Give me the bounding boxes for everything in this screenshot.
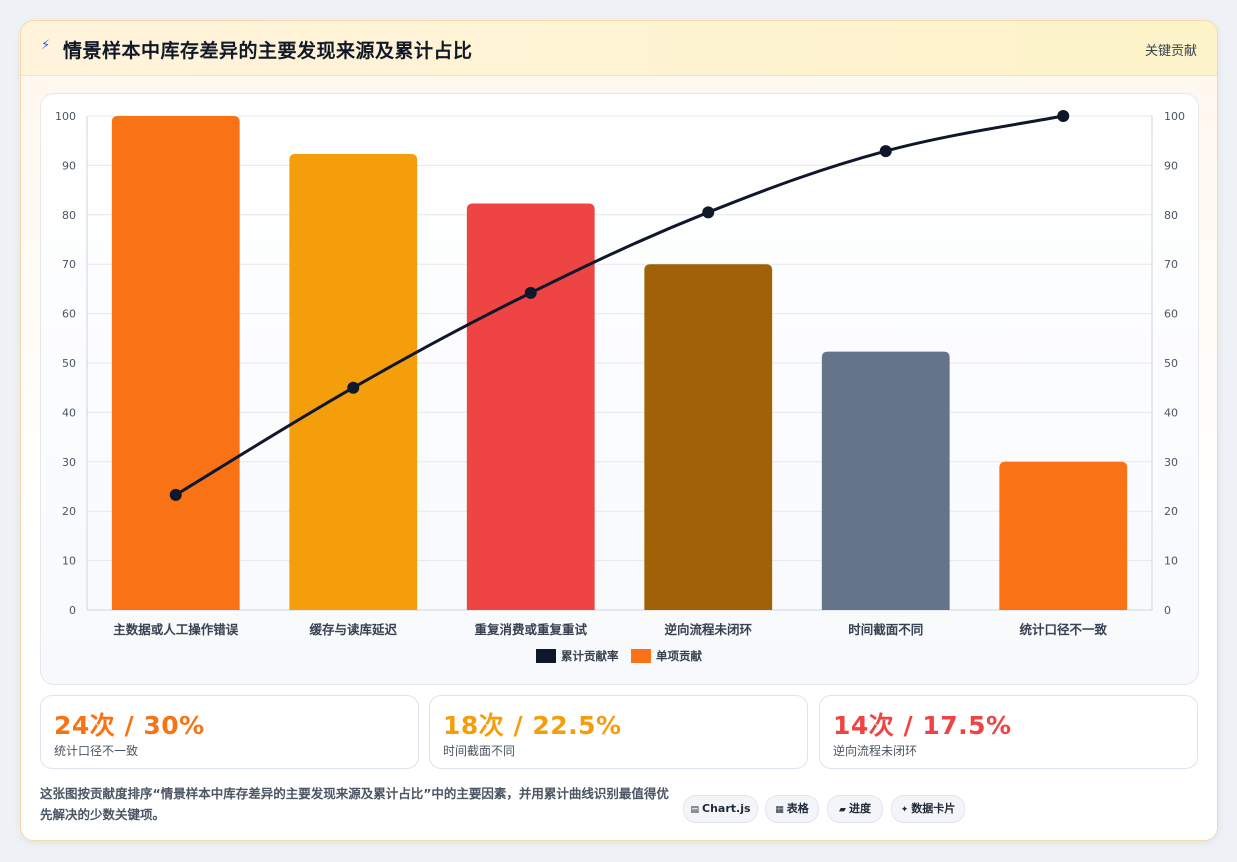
bar: [999, 461, 1128, 610]
y2-tick-label: 100: [1164, 110, 1185, 123]
stat-value: 18次 / 22.5%: [443, 711, 622, 740]
y2-tick-label: 50: [1164, 357, 1178, 370]
cumulative-point: [169, 488, 182, 501]
progress-icon: ▰: [839, 805, 846, 815]
y-tick-label: 90: [62, 159, 76, 172]
bar: [111, 116, 240, 610]
chart-icon: ▤: [690, 805, 699, 815]
cumulative-point: [879, 145, 892, 158]
stat-card-1: 24次 / 30% 统计口径不一致: [40, 695, 419, 769]
legend-label-line: 累计贡献率: [561, 649, 619, 663]
lightning-icon: ⚡: [41, 38, 51, 53]
bar: [644, 264, 773, 610]
y-tick-label: 80: [62, 209, 76, 222]
chart-description: 这张图按贡献度排序“情景样本中库存差异的主要发现来源及累计占比”中的主要因素，并…: [40, 786, 669, 822]
bar: [821, 351, 950, 610]
stat-card-3: 14次 / 17.5% 逆向流程未闭环: [819, 695, 1198, 769]
cumulative-line: [174, 114, 1064, 497]
cumulative-point: [347, 381, 360, 394]
legend-swatch-line: [536, 649, 556, 663]
pareto-chart: 0 0 10 10 20 20 30 30 40 40 50 50 60 60 70 70 80 80 90 90 10…: [55, 110, 1185, 663]
stat-value: 24次 / 30%: [54, 711, 205, 740]
y-tick-label: 0: [69, 604, 76, 617]
cumulative-point: [702, 206, 715, 219]
legend-swatch-bar: [631, 649, 651, 663]
pill-progress[interactable]: ▰ 进度: [827, 795, 883, 823]
stat-value: 14次 / 17.5%: [833, 711, 1012, 740]
sparkle-icon: ✦: [900, 805, 909, 815]
cumulative-point: [1057, 110, 1070, 122]
stat-label: 逆向流程未闭环: [833, 744, 918, 758]
y-tick-label: 30: [62, 456, 76, 469]
x-tick-label: 时间截面不同: [848, 622, 923, 637]
pill-label: Chart.js: [702, 802, 751, 815]
y2-tick-label: 40: [1164, 406, 1178, 419]
page-title: 情景样本中库存差异的主要发现来源及累计占比: [63, 40, 473, 62]
stat-label: 时间截面不同: [443, 744, 516, 758]
bar: [466, 203, 595, 611]
y-tick-label: 40: [62, 406, 76, 419]
x-tick-label: 逆向流程未闭环: [664, 622, 752, 637]
chart-container: 0 0 10 10 20 20 30 30 40 40 50 50 60 60 70 70 80 80 90 90 10…: [40, 93, 1199, 685]
y2-tick-label: 10: [1164, 555, 1178, 568]
y2-tick-label: 30: [1164, 456, 1178, 469]
cumulative-point: [524, 286, 537, 299]
y2-tick-label: 20: [1164, 505, 1178, 518]
pill-chartjs[interactable]: ▤ Chart.js: [683, 795, 758, 823]
y-tick-label: 10: [62, 555, 76, 568]
pill-data-card[interactable]: ✦ 数据卡片: [891, 795, 965, 823]
pill-label: 表格: [786, 802, 809, 815]
stat-card-2: 18次 / 22.5% 时间截面不同: [429, 695, 808, 769]
card-header: ⚡ 情景样本中库存差异的主要发现来源及累计占比 关键贡献: [21, 21, 1217, 76]
y2-tick-label: 90: [1164, 159, 1178, 172]
x-tick-label: 重复消费或重复重试: [474, 622, 587, 637]
y-tick-label: 100: [55, 110, 76, 123]
y-tick-label: 50: [62, 357, 76, 370]
pill-label: 进度: [848, 802, 871, 815]
pill-table[interactable]: ▦ 表格: [765, 795, 819, 823]
stat-label: 统计口径不一致: [54, 744, 139, 758]
legend-label-bar: 单项贡献: [656, 649, 702, 663]
y-tick-label: 70: [62, 258, 76, 271]
x-tick-label: 缓存与读库延迟: [309, 622, 397, 637]
x-tick-label: 主数据或人工操作错误: [113, 622, 239, 637]
y2-tick-label: 80: [1164, 209, 1178, 222]
header-tag: 关键贡献: [1144, 44, 1197, 59]
table-icon: ▦: [775, 805, 784, 815]
y-tick-label: 60: [62, 308, 76, 321]
y2-tick-label: 70: [1164, 258, 1178, 271]
pill-label: 数据卡片: [911, 802, 956, 815]
y-tick-label: 20: [62, 505, 76, 518]
y2-tick-label: 60: [1164, 308, 1178, 321]
x-tick-label: 统计口径不一致: [1019, 622, 1107, 637]
main-card: ⚡ 情景样本中库存差异的主要发现来源及累计占比 关键贡献 0 0 10 10 20 20 3…: [20, 20, 1218, 841]
y2-tick-label: 0: [1164, 604, 1171, 617]
